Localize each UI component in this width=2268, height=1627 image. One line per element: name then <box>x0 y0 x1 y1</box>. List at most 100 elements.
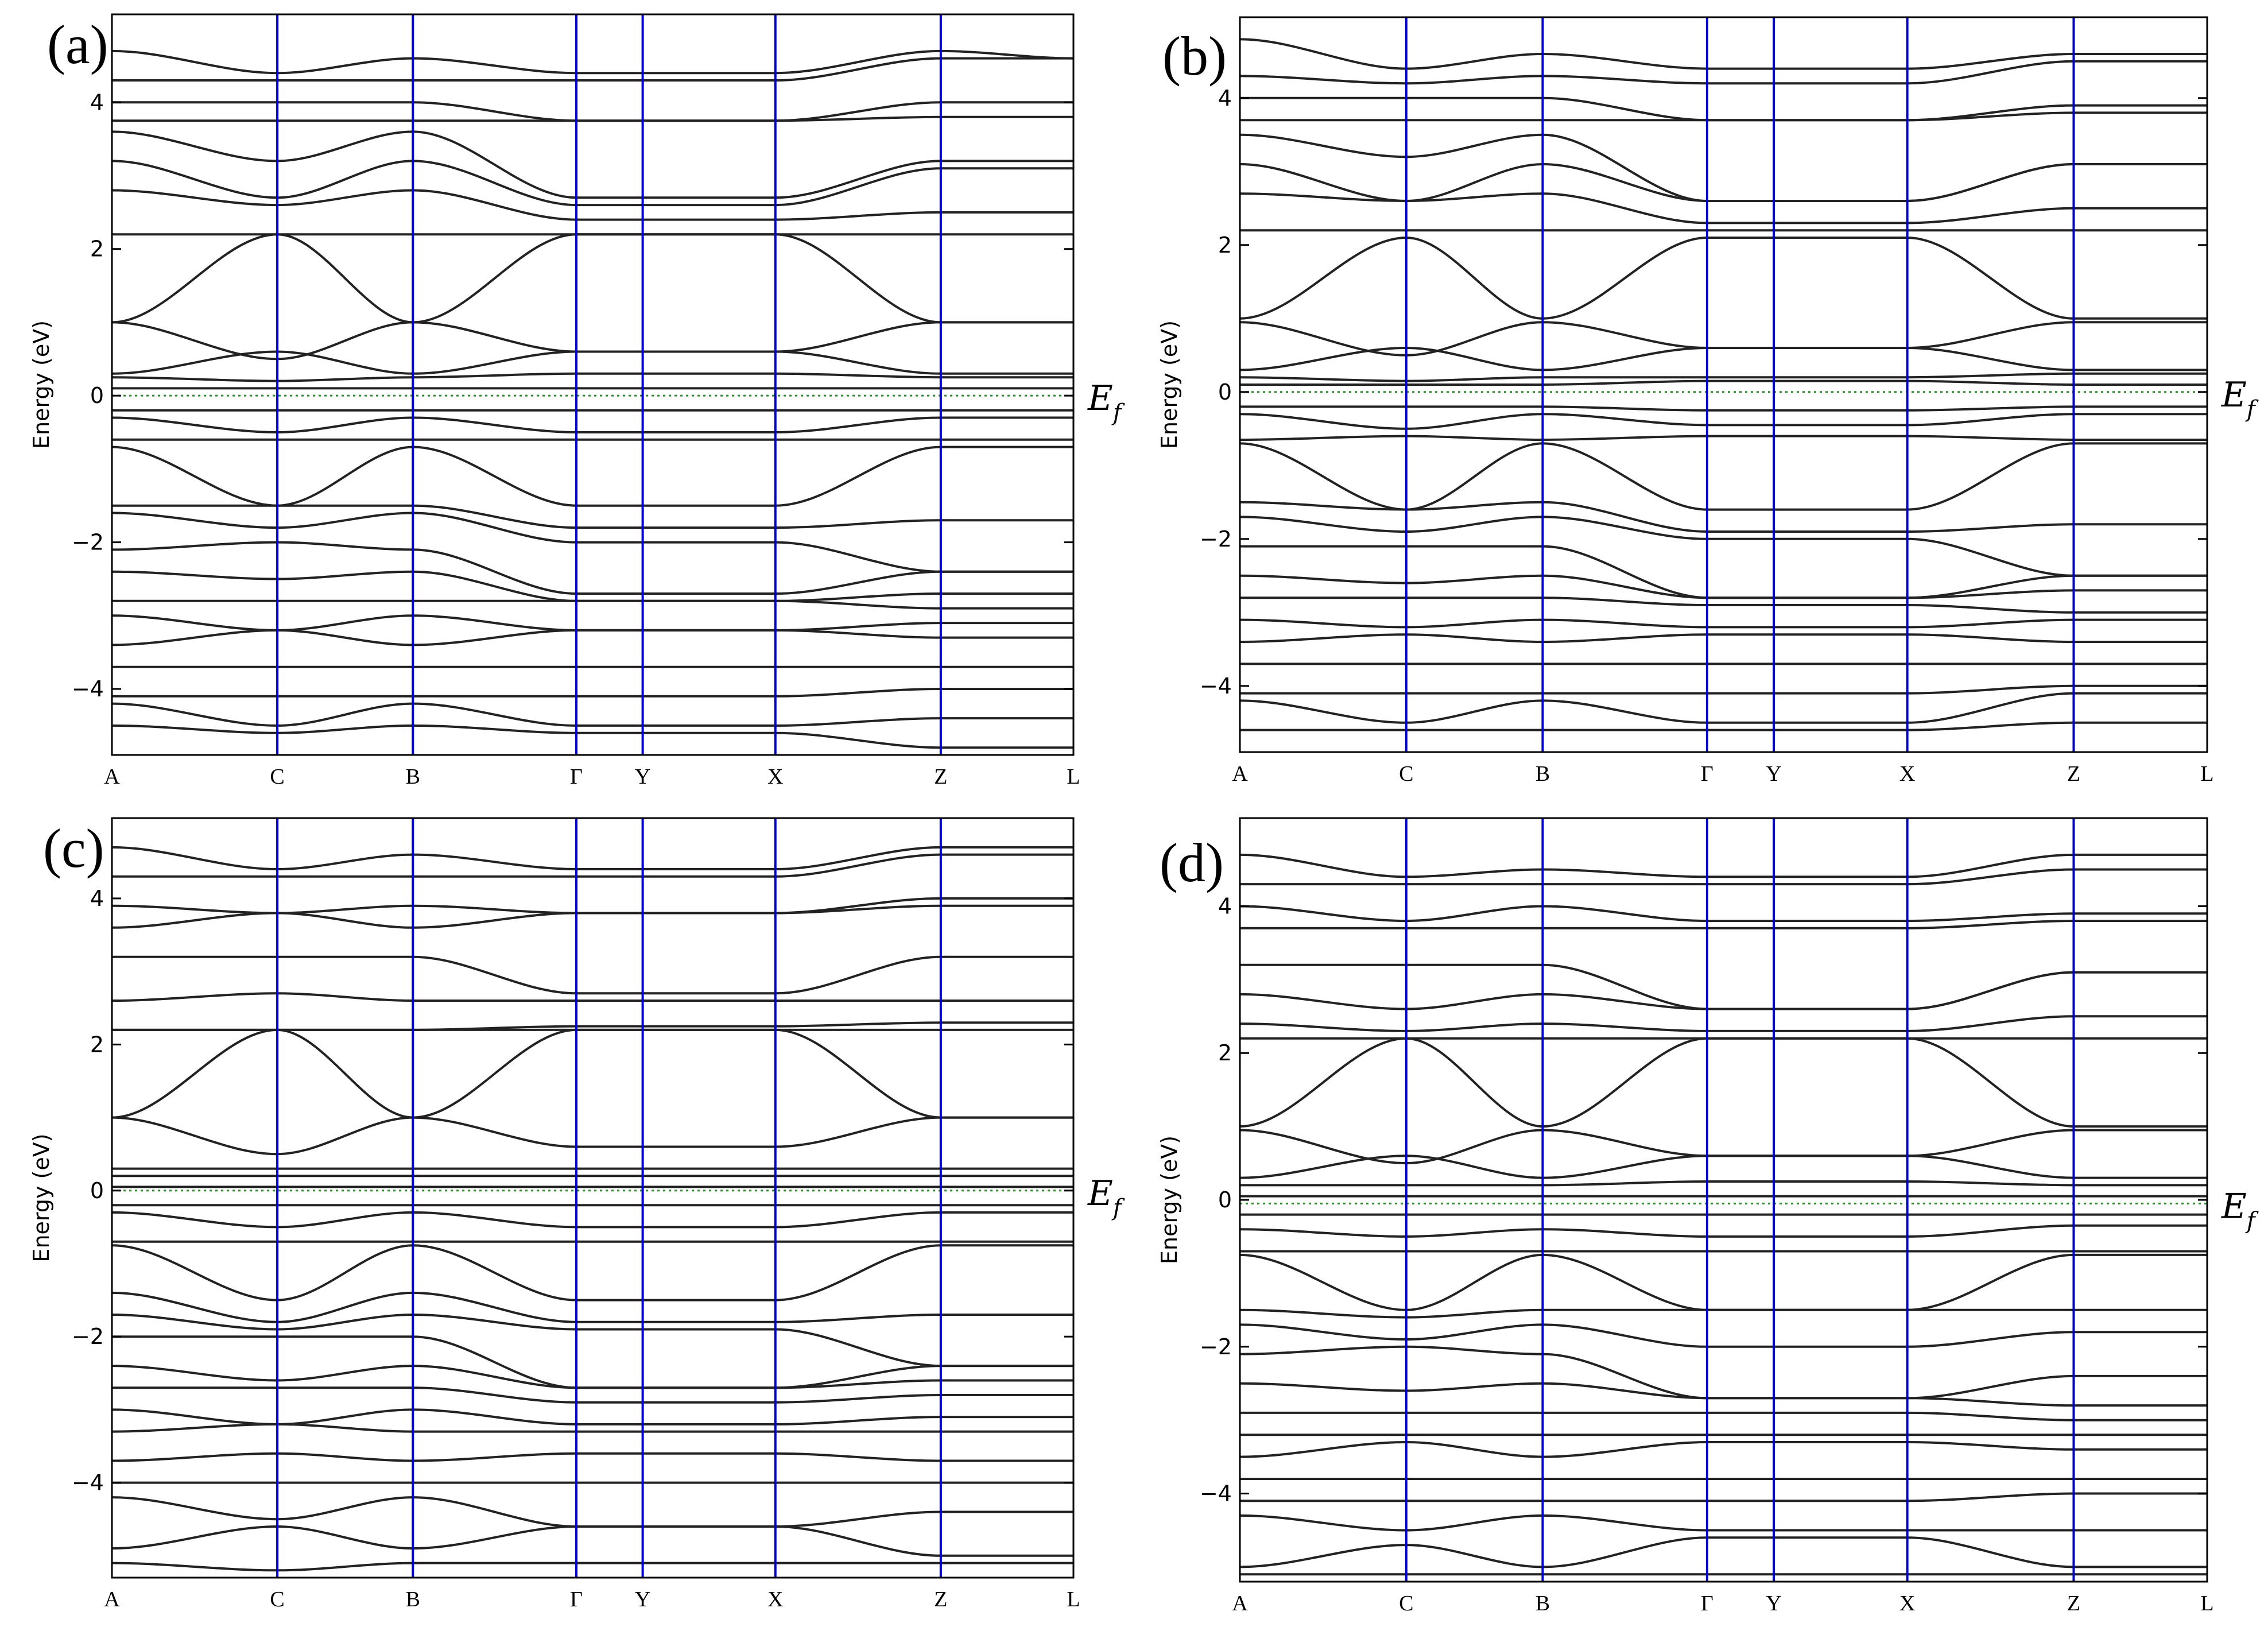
kpoint-label: X <box>1899 1591 1915 1616</box>
kpoint-label: A <box>104 1587 120 1611</box>
kpoint-label: C <box>1399 762 1413 786</box>
band-line <box>112 853 1073 878</box>
band-line <box>1240 1323 2207 1348</box>
kpoint-label: Z <box>2067 762 2080 786</box>
band-line <box>112 160 1073 207</box>
kpoint-label: L <box>1067 1587 1080 1611</box>
kpoint-label: B <box>1536 1591 1550 1616</box>
band-line <box>112 955 1073 995</box>
band-line <box>1240 1155 2207 1179</box>
band-line <box>112 504 1073 529</box>
plot-frame <box>111 817 1075 1579</box>
band-line <box>1240 574 2207 599</box>
band-line <box>1240 692 2207 724</box>
band-line <box>112 57 1073 82</box>
y-axis-title: Energy (eV) <box>1157 1136 1182 1264</box>
band-line <box>1240 971 2207 1010</box>
y-tick-label: 2 <box>90 1032 104 1057</box>
band-line <box>112 1452 1073 1462</box>
y-tick-label: 0 <box>1218 379 1232 405</box>
y-axis-title: Energy (eV) <box>29 320 54 449</box>
kpoint-label: A <box>1232 762 1248 786</box>
band-line <box>112 512 1073 573</box>
band-line <box>1240 38 2207 70</box>
kpoint-label: Y <box>1766 1591 1781 1616</box>
band-line <box>112 130 1073 199</box>
band-line <box>1240 192 2207 224</box>
panel-label: (a) <box>47 14 108 75</box>
kpoint-label: Y <box>1766 762 1781 786</box>
y-tick-label: 2 <box>1218 233 1232 258</box>
plot-area <box>112 818 1073 1578</box>
y-tick-label: 2 <box>1218 1040 1232 1066</box>
band-line <box>1240 1514 2207 1532</box>
band-line <box>1240 1440 2207 1458</box>
kpoint-label: Z <box>934 765 947 789</box>
band-line <box>1240 346 2207 371</box>
y-tick-label: −2 <box>1200 1334 1232 1359</box>
kpoint-label: C <box>270 1587 284 1611</box>
kpoint-label: A <box>104 765 120 789</box>
kpoint-label: B <box>406 765 420 789</box>
y-tick-label: −4 <box>72 1470 104 1496</box>
kpoint-label: A <box>1232 1591 1248 1616</box>
y-tick-label: 4 <box>1218 86 1232 111</box>
y-tick-label: 2 <box>90 237 104 262</box>
kpoint-label: Γ <box>1701 762 1713 786</box>
kpoint-label: Y <box>635 1587 650 1611</box>
y-tick-label: −4 <box>72 676 104 702</box>
kpoint-label: L <box>1067 765 1080 789</box>
band-line <box>1240 501 2207 533</box>
kpoint-label: Z <box>2067 1591 2080 1616</box>
kpoint-label: B <box>406 1587 420 1611</box>
y-tick-label: 4 <box>90 90 104 115</box>
kpoint-label: B <box>1536 762 1550 786</box>
y-tick-label: 4 <box>1218 893 1232 919</box>
kpoint-label: L <box>2200 762 2213 786</box>
kpoint-label: X <box>767 1587 783 1611</box>
panel-label: (d) <box>1160 832 1224 893</box>
y-tick-label: 0 <box>90 383 104 408</box>
plot-area <box>1240 17 2207 752</box>
kpoint-label: Y <box>635 765 650 789</box>
kpoint-label: X <box>767 765 783 789</box>
y-tick-label: −2 <box>72 530 104 555</box>
fermi-label: Ef <box>2221 375 2259 423</box>
band-line <box>112 1562 1073 1572</box>
panel-label: (b) <box>1162 25 1227 87</box>
band-line <box>112 688 1073 698</box>
y-tick-label: 0 <box>1218 1187 1232 1212</box>
band-line <box>1240 1536 2207 1568</box>
y-tick-label: 4 <box>90 886 104 911</box>
band-line <box>112 599 1073 610</box>
band-line <box>112 372 1073 382</box>
kpoint-label: L <box>2200 1591 2213 1616</box>
y-tick-label: −2 <box>1200 526 1232 552</box>
kpoint-label: Γ <box>1701 1591 1713 1616</box>
band-line <box>1240 905 2207 923</box>
panel-b: −4 −2 0 2 4 Energy (eV) A C B Γ Y X Z L (b) Ef <box>1157 16 2259 786</box>
kpoint-label: Γ <box>570 765 583 789</box>
band-line <box>112 724 1073 749</box>
kpoint-label: C <box>1399 1591 1413 1616</box>
band-line <box>112 1525 1073 1557</box>
band-line <box>112 115 1073 122</box>
kpoint-label: Z <box>934 1587 947 1611</box>
y-tick-label: −2 <box>72 1324 104 1349</box>
y-tick-label: −4 <box>1200 673 1232 699</box>
band-line <box>112 350 1073 375</box>
band-line <box>112 1116 1073 1156</box>
band-line <box>1240 516 2207 577</box>
kpoint-label: Γ <box>570 1587 583 1611</box>
kpoint-label: C <box>270 765 284 789</box>
y-axis-title: Energy (eV) <box>1157 320 1182 449</box>
panel-label: (c) <box>43 818 104 879</box>
plot-frame <box>1239 16 2208 753</box>
plot-frame <box>111 13 1075 756</box>
y-tick-label: −4 <box>1200 1481 1232 1506</box>
